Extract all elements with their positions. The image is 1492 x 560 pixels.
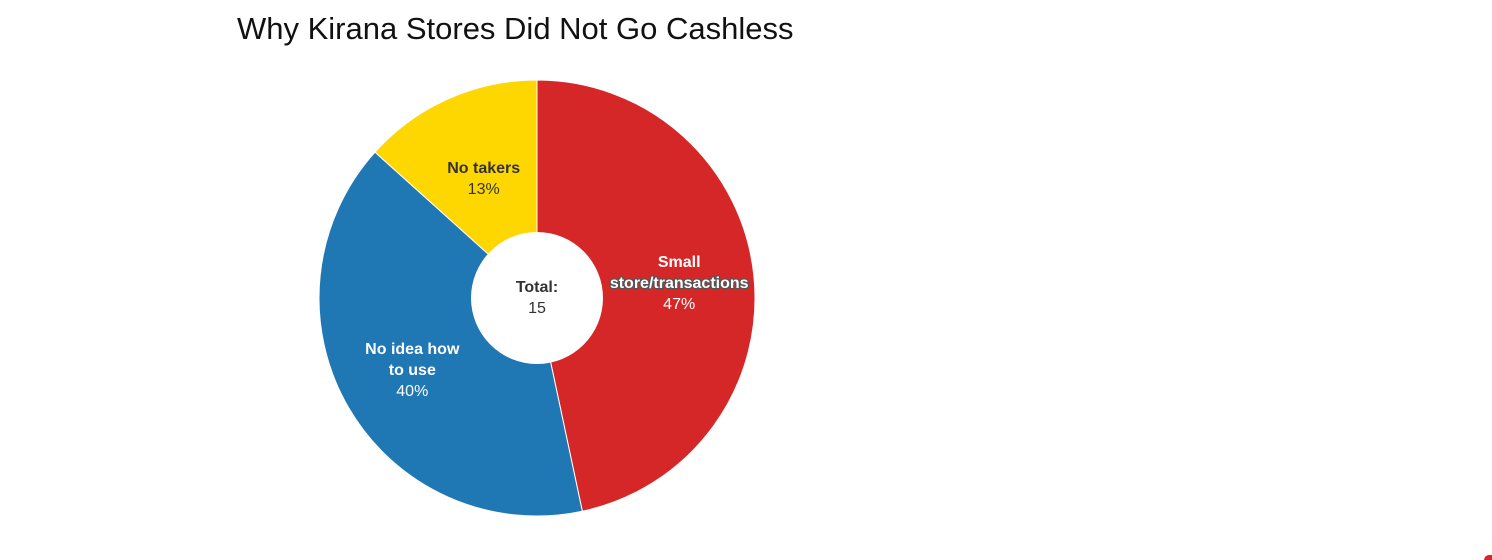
pie-slice-2[interactable] (318, 151, 583, 517)
pie-slice-1[interactable] (536, 79, 756, 512)
center-total-title: Total: (516, 279, 558, 296)
slice-label-text: store/transactions (610, 275, 749, 292)
center-label-group: Total: 15 (516, 279, 558, 317)
corner-mark (1484, 555, 1492, 560)
slice-label-text: No idea how (365, 341, 460, 358)
slice-label-text: No takers (447, 160, 520, 177)
slice-label-3: No takers 13% (447, 160, 520, 198)
slice-label-1: Small store/transactions 47% (609, 254, 750, 313)
labels-layer: Small store/transactions 47% No idea how to … (365, 160, 750, 400)
slice-percent-label: 47% (663, 296, 695, 313)
center-total-value: 15 (528, 300, 546, 317)
slice-percent-label: 13% (468, 181, 500, 198)
chart-title: Why Kirana Stores Did Not Go Cashless (237, 11, 794, 46)
slice-percent-label: 40% (396, 383, 428, 400)
slices-layer (318, 79, 756, 517)
slice-label-text: to use (389, 362, 436, 379)
slice-label-2: No idea how to use 40% (365, 341, 460, 400)
slice-label-text: Small (658, 254, 701, 271)
donut-hole (471, 232, 603, 364)
pie-slice-3[interactable] (374, 79, 538, 300)
